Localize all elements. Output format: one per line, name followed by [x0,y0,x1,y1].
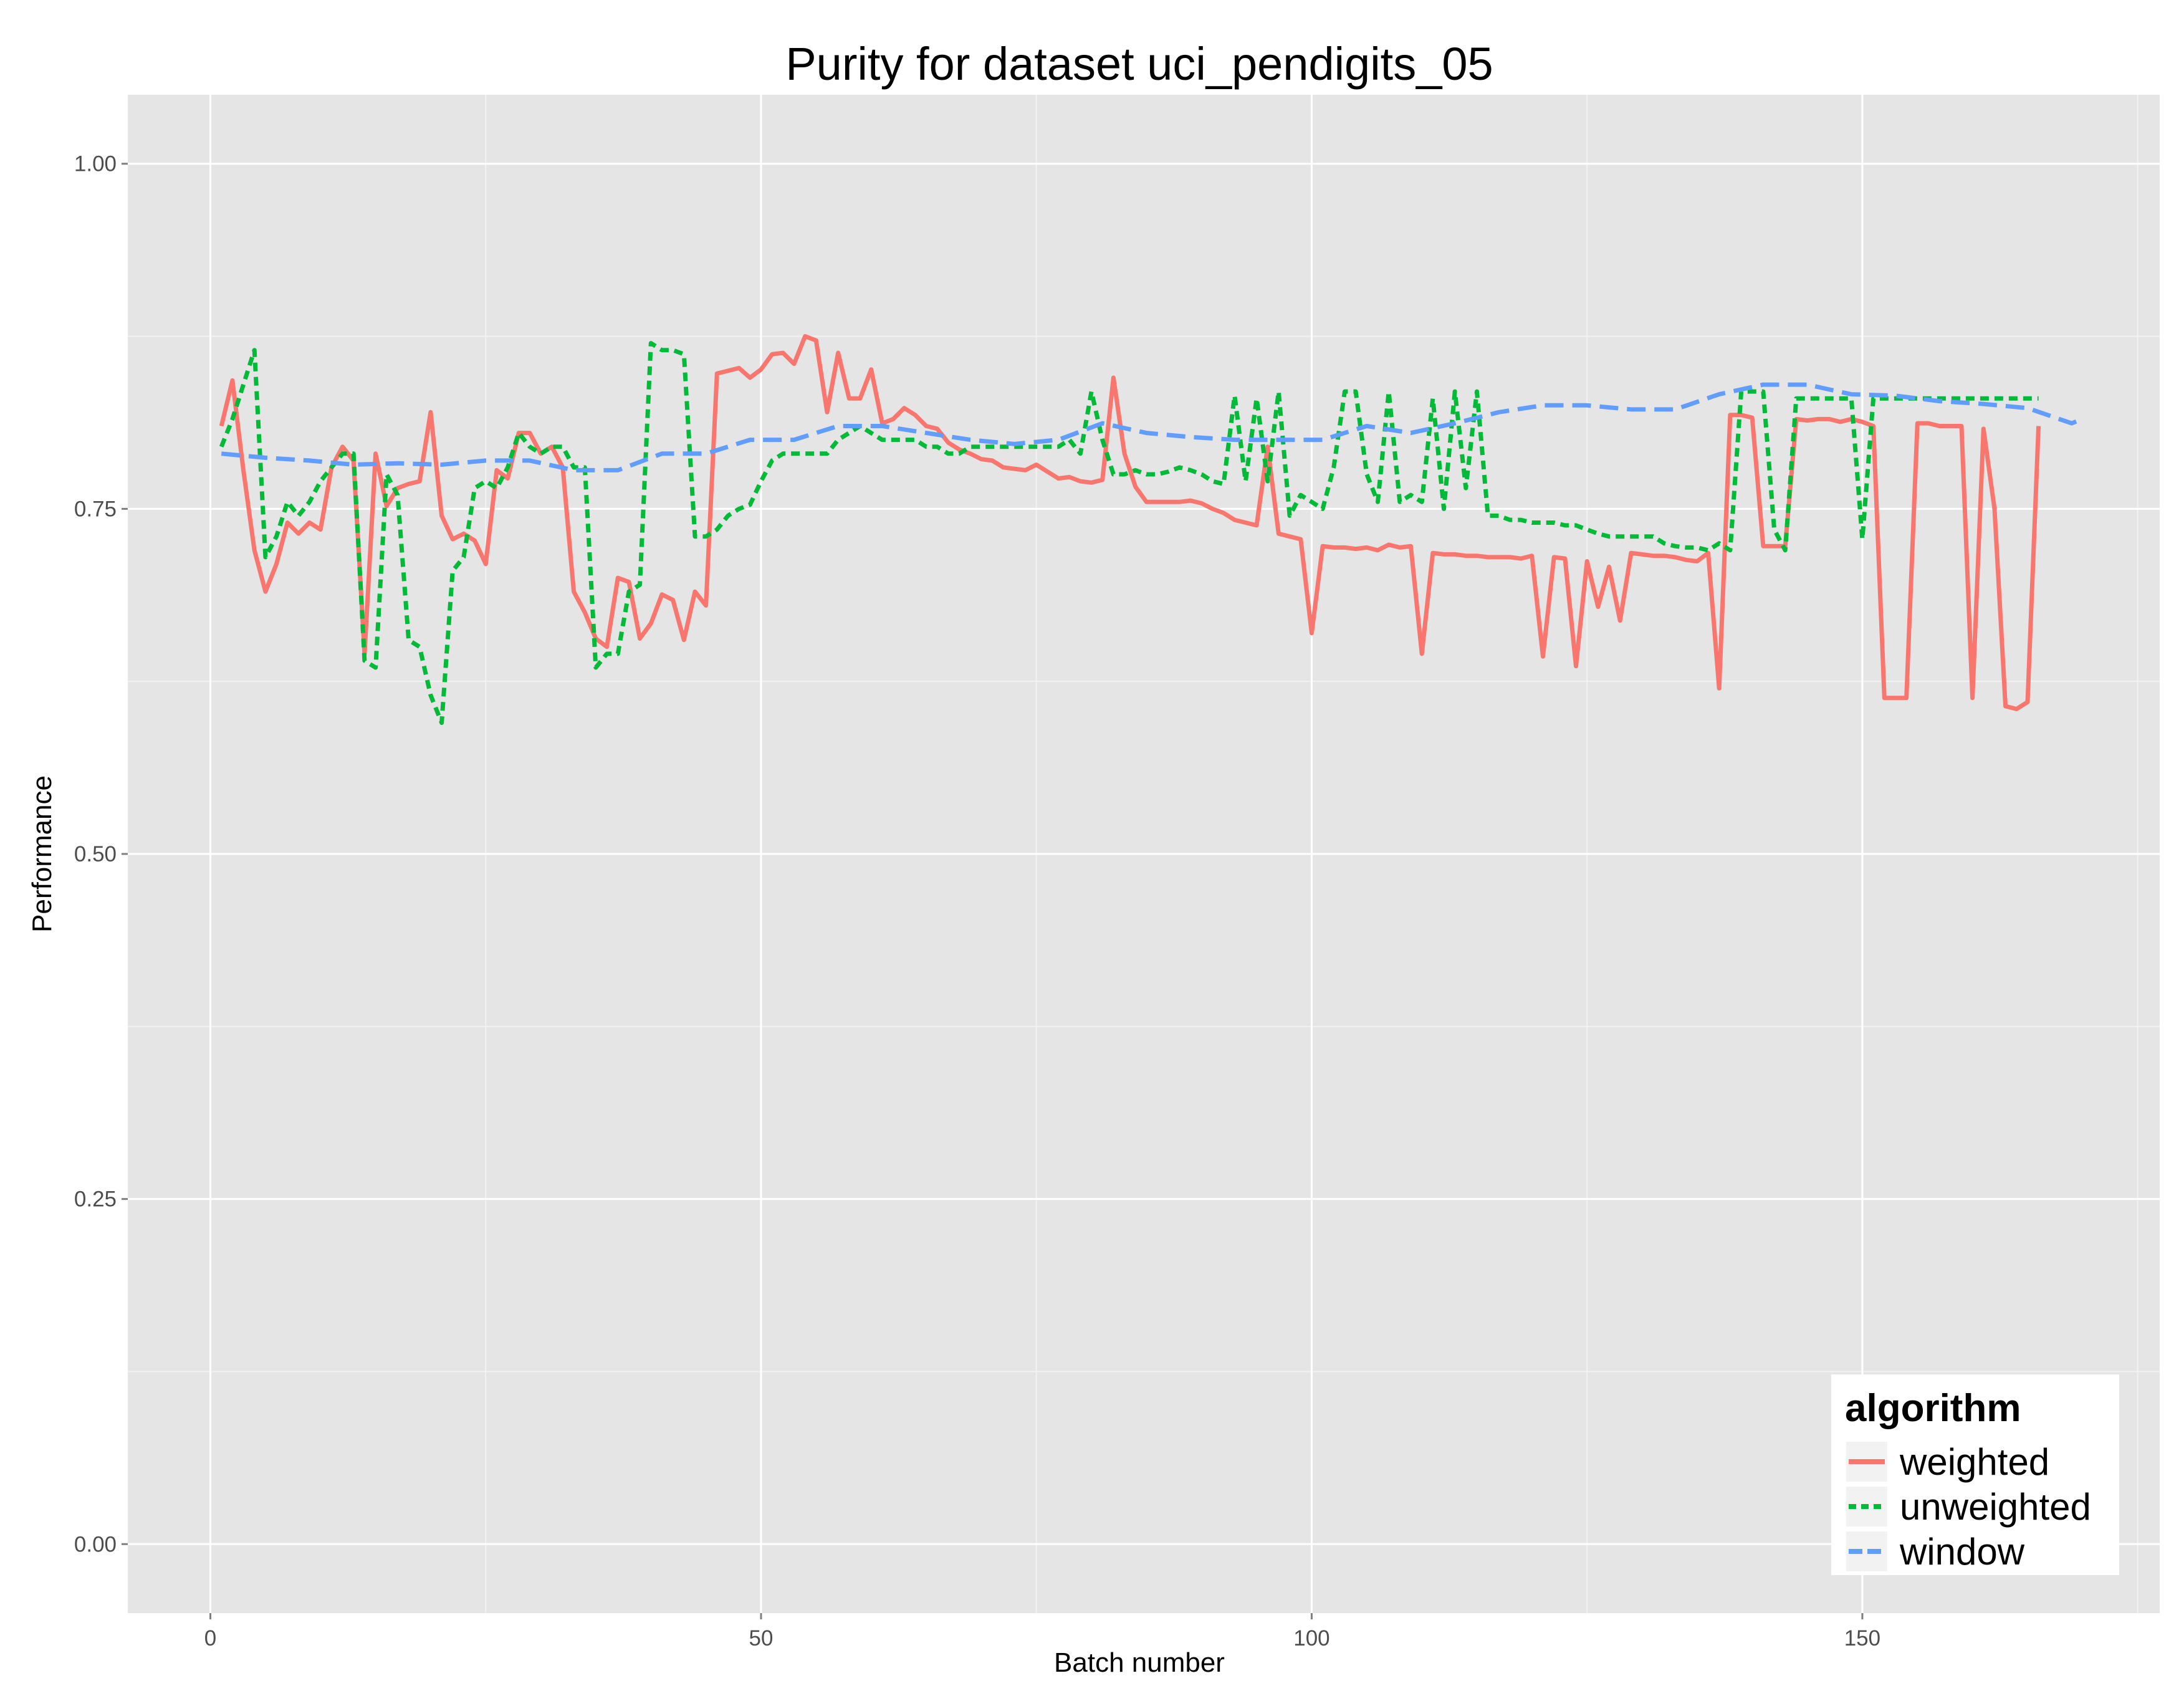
y-tick-label: 0.50 [74,842,117,866]
y-tick-label: 1.00 [74,152,117,176]
legend-label-weighted: weighted [1899,1441,2049,1483]
legend-label-unweighted: unweighted [1900,1486,2091,1528]
y-axis-title: Performance [27,775,57,932]
legend-label-window: window [1899,1531,2025,1573]
y-tick-label: 0.75 [74,497,117,521]
y-tick-label: 0.00 [74,1532,117,1556]
series-line-weighted [219,334,2041,711]
series-line-window [221,382,2084,472]
x-tick-label: 100 [1293,1626,1329,1651]
series-layer [219,334,2084,726]
x-axis: 0 50 100 150 [204,1613,1880,1651]
x-tick-label: 150 [1844,1626,1880,1651]
x-tick-label: 0 [204,1626,216,1651]
series-line-unweighted [219,341,2039,726]
legend-title: algorithm [1845,1387,2021,1430]
y-axis: 0.00 0.25 0.50 0.75 1.00 [74,152,128,1556]
grid-major [128,95,2160,1613]
x-axis-title: Batch number [1054,1647,1225,1678]
y-tick-label: 0.25 [74,1187,117,1212]
x-tick-label: 50 [749,1626,774,1651]
chart-title: Purity for dataset uci_pendigits_05 [785,38,1493,90]
